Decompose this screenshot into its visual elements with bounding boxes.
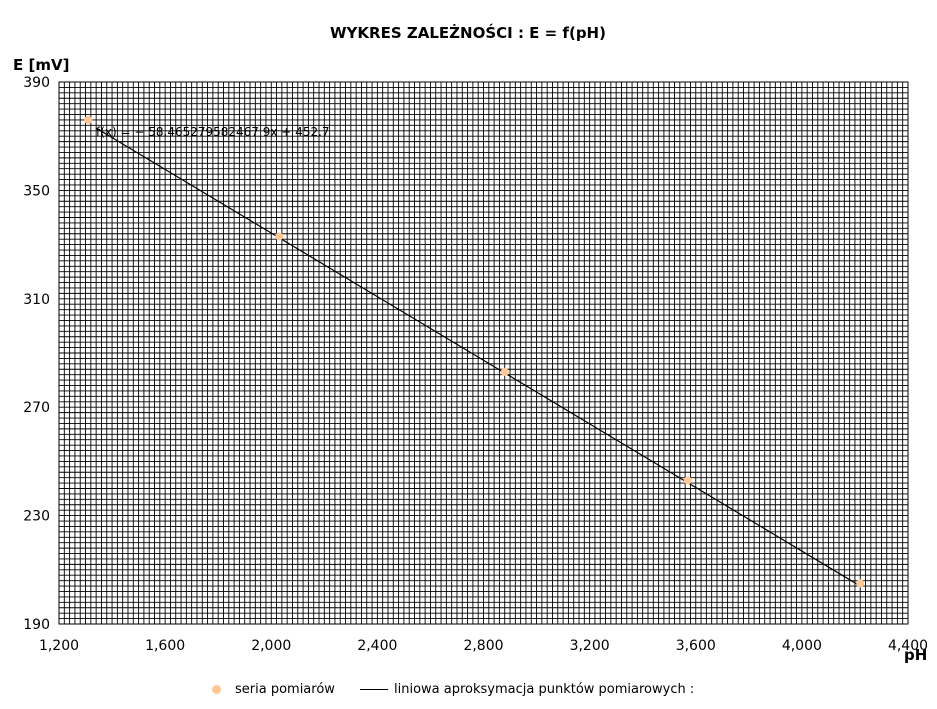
series-layer [84, 115, 865, 588]
y-tick-label: 270 [23, 400, 50, 416]
x-tick-label: 2,400 [357, 638, 397, 654]
data-point [84, 115, 93, 124]
x-tick-label: 2,000 [251, 638, 291, 654]
legend-item-trendline: liniowa aproksymacja punktów pomiarowych… [360, 679, 694, 699]
plot-frame [58, 81, 909, 625]
legend-label-points: seria pomiarów [235, 681, 335, 697]
gridlines [59, 82, 908, 624]
trendline [95, 127, 861, 587]
data-point [856, 579, 865, 588]
y-tick-label: 230 [23, 509, 50, 525]
data-point [500, 367, 509, 376]
legend-item-points: seria pomiarów [212, 679, 335, 699]
data-point [275, 232, 284, 241]
x-tick-label: 3,200 [570, 638, 610, 654]
legend-label-trendline: liniowa aproksymacja punktów pomiarowych… [394, 681, 695, 697]
x-tick-label: 1,600 [145, 638, 185, 654]
x-tick-labels: 1,200 1,600 2,000 2,400 2,800 3,200 3,600 4,000… [39, 638, 928, 654]
x-tick-label: 1,200 [39, 638, 79, 654]
trendline-equation: f(x) = − 58.465279582467 9x + 452.7 [96, 125, 330, 139]
x-tick-label: 2,800 [463, 638, 503, 654]
y-tick-label: 310 [23, 292, 50, 308]
x-axis-label: pH [904, 646, 927, 664]
grid [59, 82, 908, 624]
x-tick-label: 4,400 [888, 638, 928, 654]
data-point [683, 476, 692, 485]
y-tick-label: 390 [23, 75, 50, 91]
x-tick-label: 3,600 [676, 638, 716, 654]
x-tick-label: 4,000 [782, 638, 822, 654]
legend-point-marker [212, 684, 221, 694]
legend-line-marker [360, 688, 388, 690]
legend: seria pomiarów liniowa aproksymacja punk… [0, 679, 937, 701]
chart-title: WYKRES ZALEŻNOŚCI : E = f(pH) [330, 23, 606, 42]
y-tick-label: 350 [23, 183, 50, 199]
y-axis-label: E [mV] [13, 56, 69, 74]
y-tick-labels: 190 230 270 310 350 390 [23, 75, 50, 633]
y-tick-label: 190 [23, 617, 50, 633]
